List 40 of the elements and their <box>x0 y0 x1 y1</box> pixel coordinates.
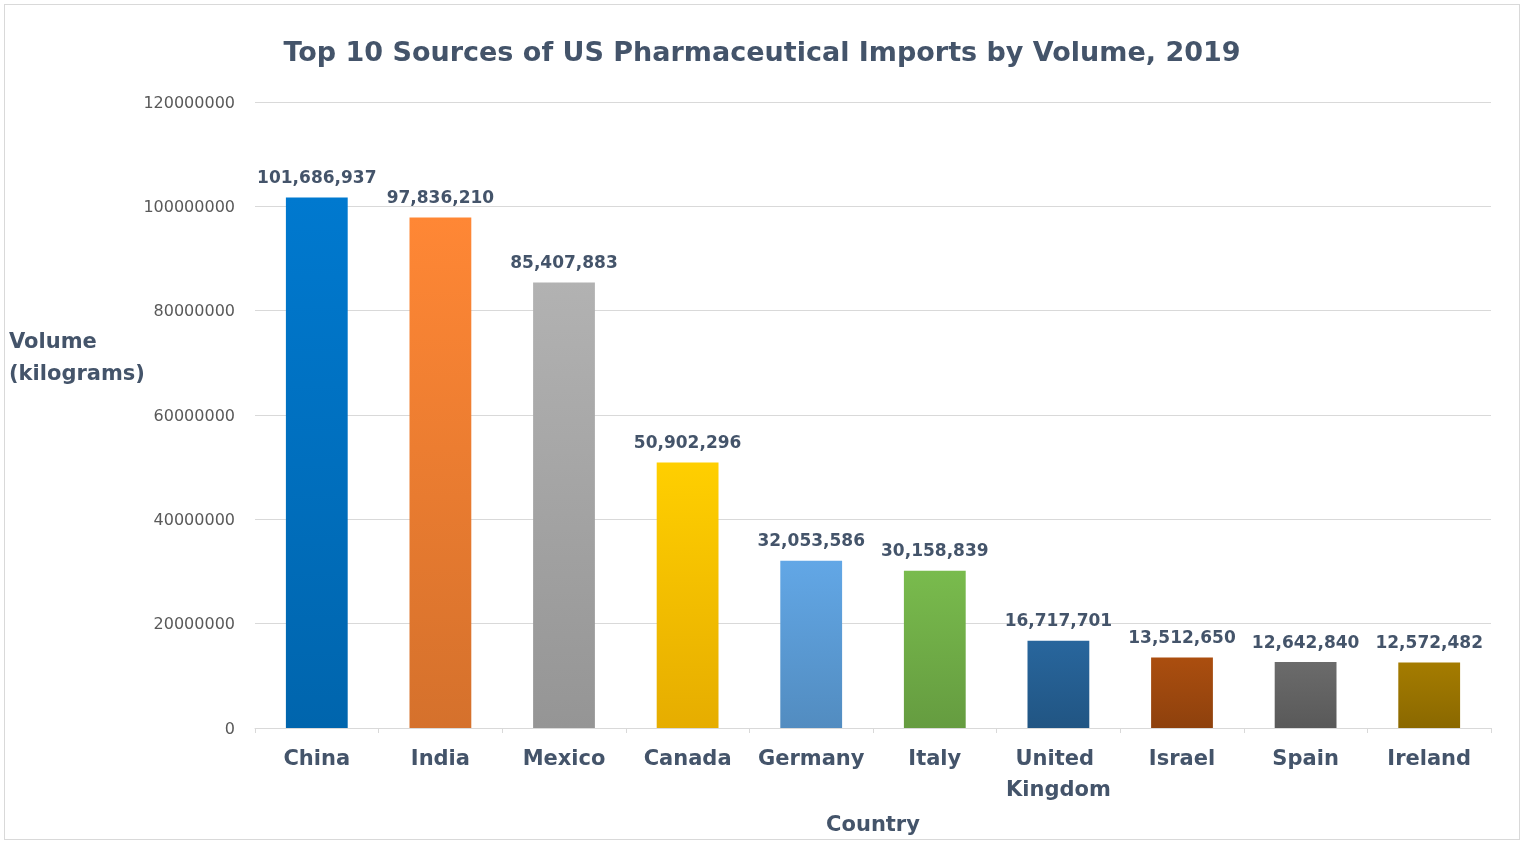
data-label: 13,512,650 <box>1128 627 1236 648</box>
bar <box>780 560 843 728</box>
data-label: 12,642,840 <box>1251 631 1360 652</box>
y-tick-label: 100000000 <box>143 196 235 216</box>
bar <box>903 570 966 728</box>
bar <box>285 197 348 728</box>
data-label: 12,572,482 <box>1375 631 1483 652</box>
x-tick-label: Italy <box>908 745 962 770</box>
y-tick-label: 0 <box>224 718 235 738</box>
bar <box>1398 662 1461 728</box>
y-tick-label: 80000000 <box>153 301 235 321</box>
data-label: 16,717,701 <box>1004 610 1113 631</box>
data-label: 30,158,839 <box>881 540 989 561</box>
x-tick-label: Ireland <box>1387 745 1472 770</box>
y-tick-label: 20000000 <box>153 614 235 634</box>
data-label: 85,407,883 <box>510 251 618 272</box>
x-tick-label: India <box>410 745 470 770</box>
bar <box>409 217 472 728</box>
x-tick-label: Canada <box>643 745 732 770</box>
x-tick-label: Germany <box>757 745 865 770</box>
x-tick-label: Spain <box>1272 745 1339 770</box>
x-tick-label: Israel <box>1148 745 1216 770</box>
bar <box>533 282 595 728</box>
y-tick-label: 60000000 <box>153 405 235 425</box>
y-tick-label: 40000000 <box>153 509 235 529</box>
data-label: 101,686,937 <box>257 167 377 188</box>
y-tick-label: 120000000 <box>143 92 235 112</box>
data-label: 97,836,210 <box>386 187 495 208</box>
x-tick-label: Mexico <box>522 745 606 770</box>
bar <box>1027 640 1090 728</box>
chart-title: Top 10 Sources of US Pharmaceutical Imports by Volume, 2019 <box>283 36 1241 67</box>
bar <box>1151 657 1213 728</box>
bar <box>1274 662 1337 728</box>
x-tick-label: United Kingdom <box>1006 745 1111 801</box>
bar <box>656 462 719 728</box>
x-tick-label: China <box>283 745 351 770</box>
data-label: 32,053,586 <box>757 530 865 551</box>
x-axis-title: Country <box>826 811 921 836</box>
data-label: 50,902,296 <box>633 431 742 452</box>
y-axis-title: Volume (kilograms) <box>9 329 145 385</box>
